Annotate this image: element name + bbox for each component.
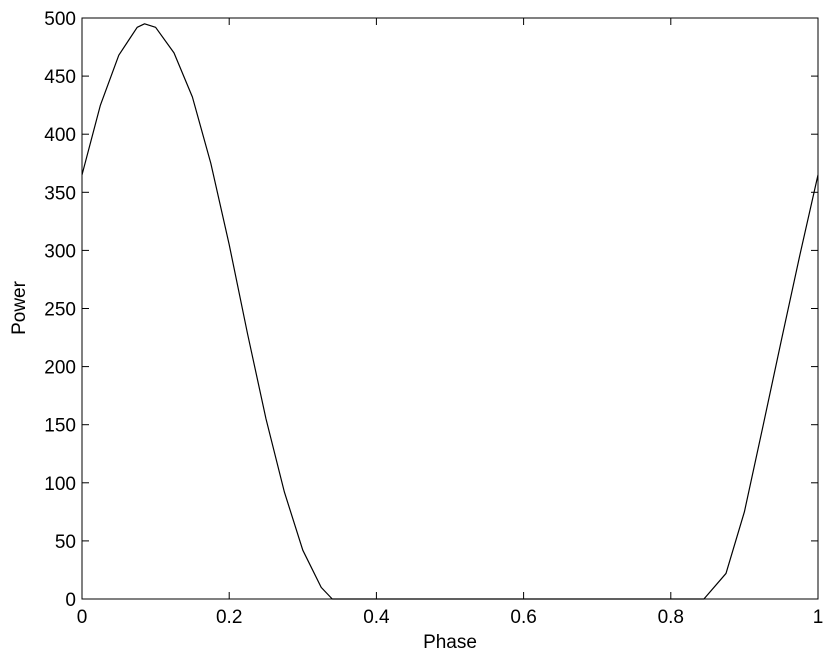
y-tick-label: 350 [44, 183, 76, 204]
y-tick-label: 250 [44, 300, 76, 321]
plot-frame [81, 17, 819, 600]
y-tick-label: 150 [44, 416, 76, 437]
x-tick-label: 0.4 [363, 607, 390, 628]
x-axis-label: Phase [423, 632, 477, 653]
y-tick-label: 450 [44, 67, 76, 88]
y-tick-label: 400 [44, 125, 76, 146]
y-tick-label: 50 [55, 532, 76, 553]
y-tick-label: 300 [44, 241, 76, 262]
x-tick-label: 0 [77, 607, 88, 628]
y-tick-label: 500 [44, 9, 76, 30]
y-axis-label: Power [9, 280, 30, 335]
y-tick-label: 100 [44, 474, 76, 495]
x-tick-label: 1 [813, 607, 824, 628]
x-tick-label: 0.2 [216, 607, 242, 628]
y-tick-label: 0 [65, 590, 76, 611]
x-tick-label: 0.8 [658, 607, 684, 628]
y-tick-label: 200 [44, 358, 76, 379]
x-tick-label: 0.6 [510, 607, 536, 628]
line [81, 23, 819, 600]
